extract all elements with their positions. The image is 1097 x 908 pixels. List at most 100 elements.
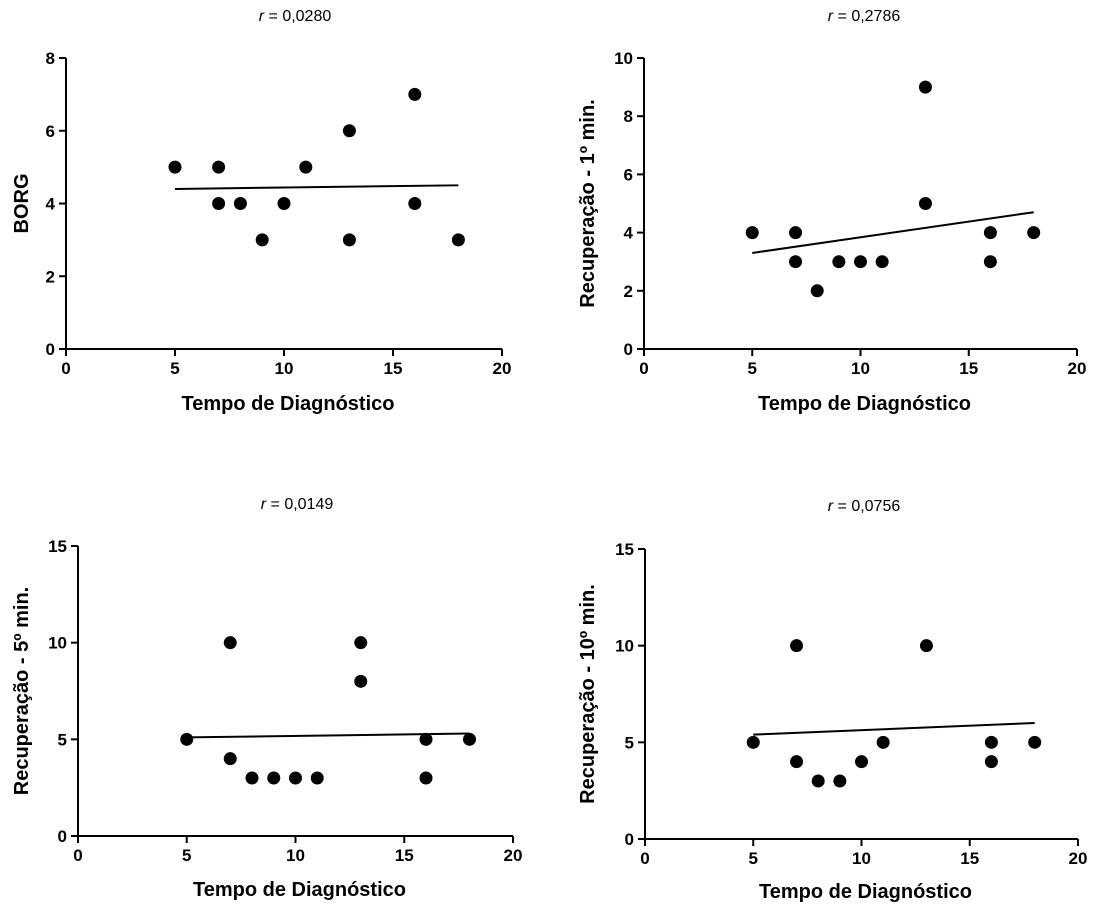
y-tick-label: 2 (46, 267, 55, 286)
x-axis-title: Tempo de Diagnóstico (182, 393, 395, 415)
r-value: = 0,0280 (264, 8, 331, 25)
data-point (1028, 735, 1042, 749)
x-tick-label: 20 (1069, 849, 1088, 868)
y-axis-title: Recuperação - 1º min. (577, 99, 599, 308)
data-point (212, 160, 226, 174)
x-tick-label: 0 (639, 359, 648, 378)
x-axis-title: Tempo de Diagnóstico (193, 879, 406, 901)
x-tick-label: 5 (170, 359, 179, 378)
data-point (855, 755, 868, 769)
y-tick-label: 10 (48, 634, 67, 653)
y-tick-label: 6 (46, 122, 55, 141)
r-value: = 0,2786 (833, 8, 900, 25)
data-point (342, 124, 356, 138)
y-tick-label: 2 (624, 282, 633, 301)
y-tick-label: 8 (624, 107, 633, 126)
correlation-label: r = 0,0149 (261, 496, 334, 513)
data-point (310, 771, 324, 785)
x-tick-label: 10 (852, 849, 871, 868)
data-point (833, 774, 847, 788)
x-tick-label: 5 (748, 359, 757, 378)
data-point (408, 197, 422, 210)
data-point (984, 735, 998, 749)
data-point (983, 255, 997, 269)
data-point (1027, 226, 1041, 240)
r-symbol: r (828, 8, 834, 25)
x-tick-label: 5 (749, 849, 758, 868)
correlation-label: r = 0,0280 (259, 8, 332, 25)
x-axis-title: Tempo de Diagnóstico (758, 393, 971, 415)
data-point (875, 255, 889, 269)
data-point (919, 639, 933, 653)
data-point (790, 639, 804, 653)
x-tick-label: 20 (1068, 359, 1087, 378)
chart-4: 0 5 10 15 20 0 5 10 15 Tempo de Diagnóstico Recupe… (577, 498, 1087, 903)
correlation-label: r = 0,2786 (828, 8, 901, 25)
x-tick-label: 0 (61, 359, 70, 378)
y-tick-label: 4 (46, 195, 56, 214)
regression-line (752, 211, 1034, 254)
x-tick-label: 10 (275, 359, 294, 378)
data-point (180, 732, 194, 746)
data-point (811, 774, 825, 788)
chart-3: 0 5 10 15 20 0 5 10 15 Tempo de Diagnóstico Recupe… (11, 496, 522, 901)
y-tick-label: 10 (615, 637, 634, 656)
data-point (984, 755, 998, 769)
data-point (408, 87, 422, 101)
data-point (746, 735, 760, 749)
data-point (168, 160, 182, 174)
chart-1: 0 5 10 15 20 0 2 4 6 8 Tempo de Diagnóstico BORG r =… (11, 8, 511, 415)
y-tick-label: 10 (614, 49, 633, 68)
data-point (245, 771, 259, 785)
x-tick-label: 20 (493, 359, 512, 378)
data-point (299, 160, 313, 174)
data-point (854, 255, 867, 269)
y-tick-label: 0 (58, 827, 67, 846)
data-point (419, 771, 433, 785)
x-tick-label: 5 (182, 846, 191, 865)
data-point (212, 197, 226, 210)
x-tick-label: 15 (959, 359, 978, 378)
data-point (267, 771, 281, 785)
data-point (289, 771, 302, 785)
data-point (790, 755, 804, 769)
data-point (354, 636, 368, 650)
y-tick-label: 5 (58, 730, 67, 749)
y-axis-title: Recuperação - 10º min. (577, 584, 599, 804)
data-point (419, 732, 433, 746)
r-symbol: r (261, 496, 267, 513)
data-point (983, 226, 997, 240)
x-tick-label: 15 (384, 359, 403, 378)
regression-line (174, 184, 459, 190)
data-point (789, 226, 803, 240)
data-point (277, 197, 291, 210)
x-tick-label: 10 (851, 359, 870, 378)
data-point (342, 233, 356, 247)
correlation-label: r = 0,0756 (828, 498, 901, 515)
data-point (255, 233, 269, 247)
data-point (223, 752, 237, 766)
r-symbol: r (259, 8, 265, 25)
r-value: = 0,0149 (266, 496, 333, 513)
r-symbol: r (828, 498, 834, 515)
y-tick-label: 8 (46, 49, 55, 68)
data-point (810, 284, 824, 298)
y-axis-title: Recuperação - 5º min. (11, 587, 33, 796)
x-tick-label: 15 (395, 846, 414, 865)
x-tick-label: 10 (286, 846, 305, 865)
r-value: = 0,0756 (833, 498, 900, 515)
y-tick-label: 5 (625, 733, 634, 752)
data-point (876, 735, 890, 749)
data-point (745, 226, 759, 240)
x-tick-label: 0 (640, 849, 649, 868)
data-point (463, 732, 476, 746)
data-point (918, 197, 932, 210)
data-point (918, 80, 932, 94)
data-point (789, 255, 803, 269)
y-tick-label: 15 (615, 540, 634, 559)
data-point (233, 197, 247, 210)
y-tick-label: 4 (624, 224, 634, 243)
data-point (223, 636, 237, 650)
y-tick-label: 6 (624, 165, 633, 184)
